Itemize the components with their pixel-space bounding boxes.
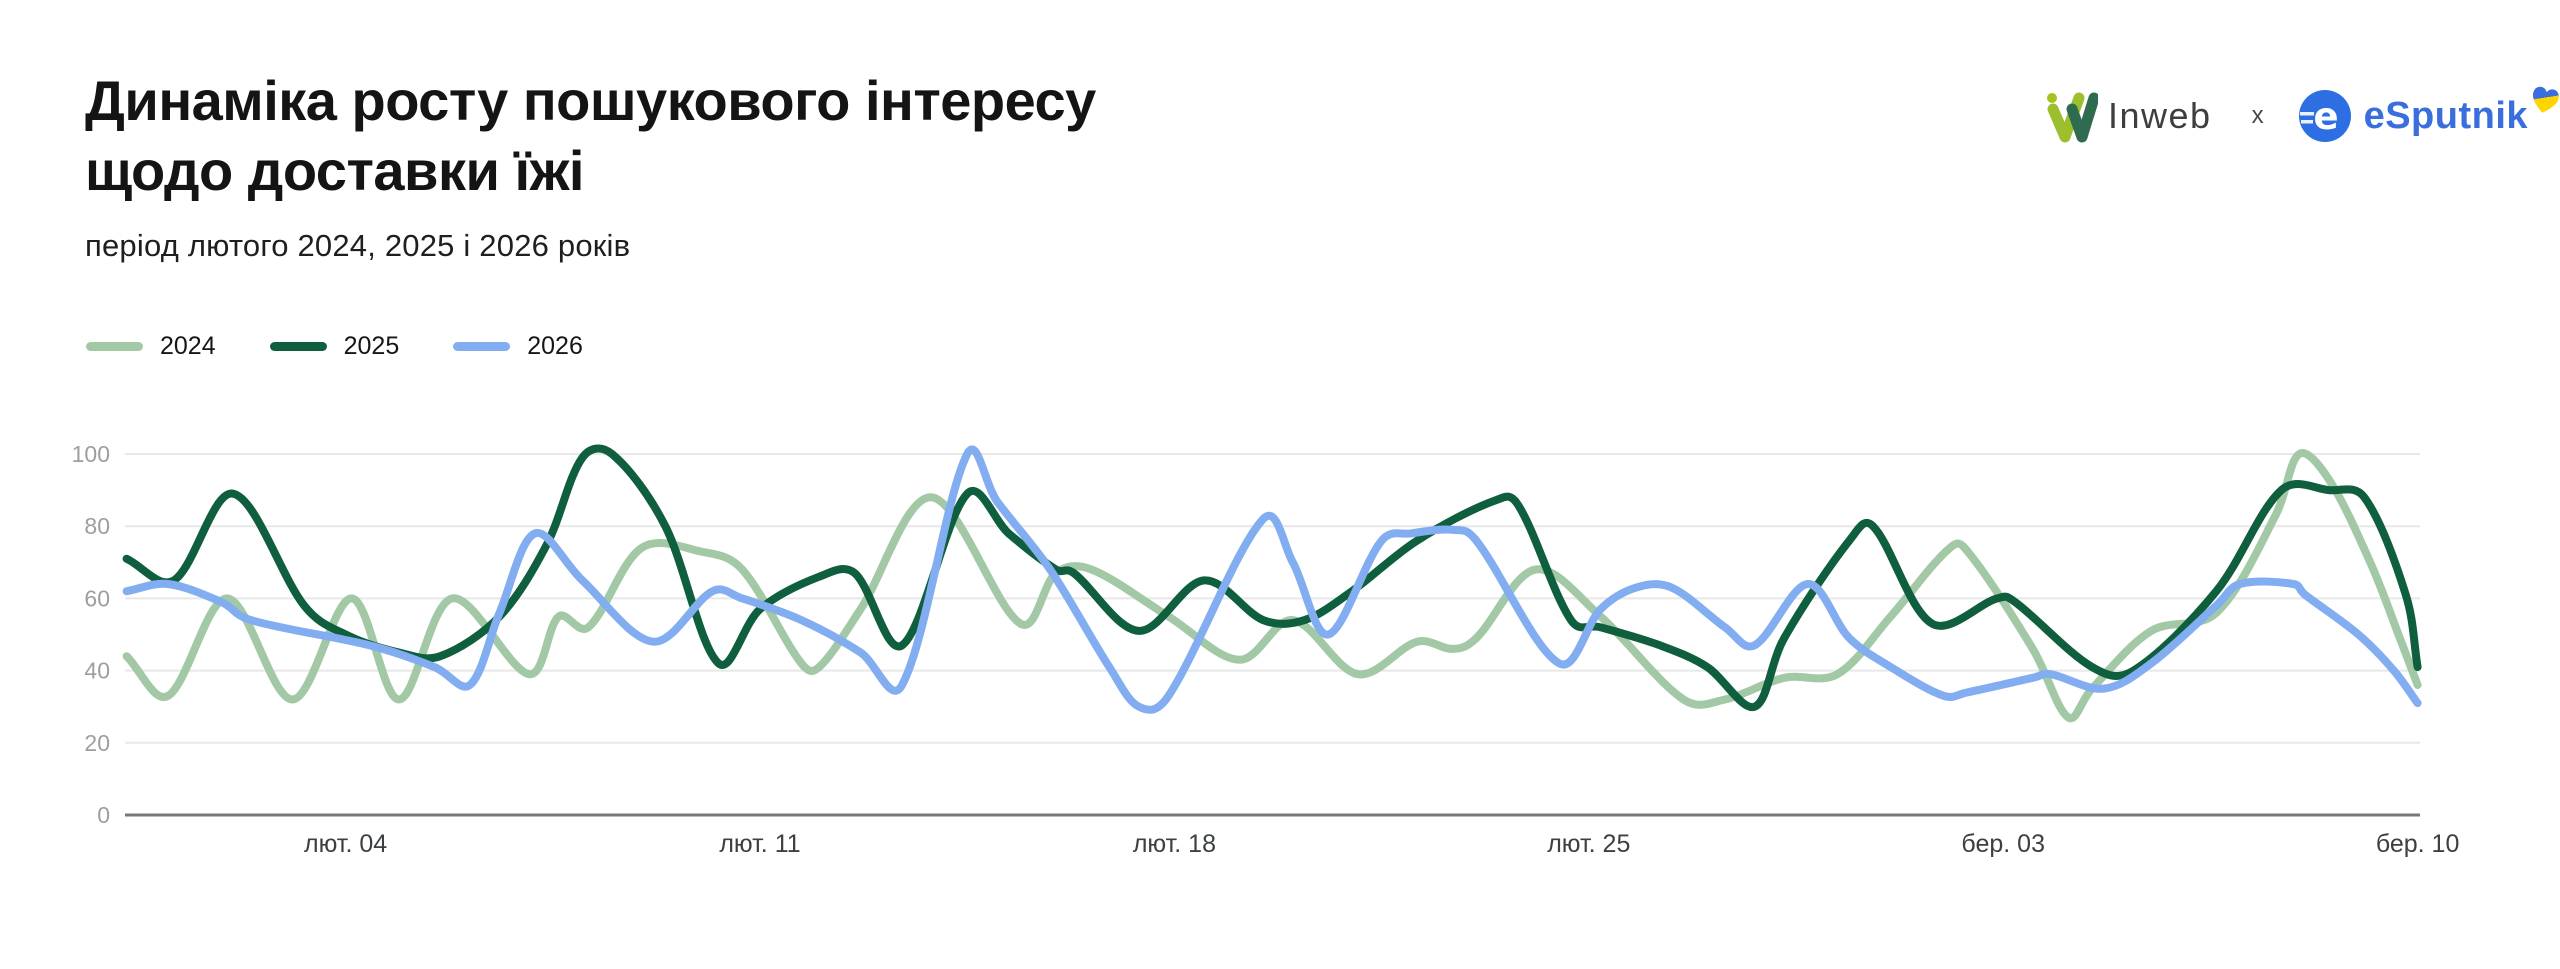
x-tick-label: лют. 04	[304, 830, 387, 858]
series-line-2026	[122, 445, 2422, 714]
x-tick-label: бер. 03	[1961, 830, 2045, 858]
legend-swatch-2024	[86, 342, 143, 351]
legend-item-2024[interactable]: 2024	[86, 332, 216, 361]
legend-item-2026[interactable]: 2026	[453, 332, 583, 361]
y-tick-label-60: 60	[84, 585, 110, 611]
chart-legend: 2024 2025 2026	[86, 332, 583, 361]
brand-separator: x	[2251, 102, 2264, 129]
x-tick-label: лют. 11	[719, 830, 800, 858]
svg-text:e: e	[2313, 95, 2338, 138]
inweb-logo-icon	[2047, 92, 2098, 143]
inweb-logo-text: Inweb	[2108, 95, 2212, 136]
legend-label-2024: 2024	[160, 332, 216, 360]
esputnik-logo: e eSputnik	[2298, 86, 2559, 143]
branding: Inweb x e eSputnik	[2046, 84, 2559, 148]
legend-swatch-2026	[453, 342, 511, 351]
y-tick-label-100: 100	[72, 441, 110, 467]
esputnik-logo-icon: e	[2298, 90, 2351, 142]
legend-label-2025: 2025	[343, 332, 400, 360]
y-tick-label-20: 20	[84, 730, 110, 756]
x-tick-label: бер. 10	[2376, 830, 2460, 858]
title-line-2: щодо доставки їжі	[85, 139, 584, 202]
x-tick-label: лют. 25	[1547, 830, 1630, 858]
ukraine-heart-icon	[2533, 86, 2559, 113]
page-subtitle: період лютого 2024, 2025 і 2026 років	[85, 228, 631, 263]
legend-swatch-2025	[269, 342, 327, 351]
header: Динаміка росту пошукового інтересу щодо …	[85, 66, 1096, 264]
y-tick-label-0: 0	[97, 802, 110, 828]
legend-label-2026: 2026	[527, 332, 583, 360]
x-tick-label: лют. 18	[1133, 830, 1216, 858]
y-tick-label-40: 40	[84, 658, 110, 684]
title-line-1: Динаміка росту пошукового інтересу	[85, 69, 1096, 132]
series-line-2025	[122, 444, 2422, 711]
legend-item-2025[interactable]: 2025	[269, 332, 400, 361]
y-tick-label-80: 80	[84, 513, 110, 539]
page-title: Динаміка росту пошукового інтересу щодо …	[85, 66, 1096, 206]
esputnik-logo-text: eSputnik	[2363, 94, 2529, 137]
